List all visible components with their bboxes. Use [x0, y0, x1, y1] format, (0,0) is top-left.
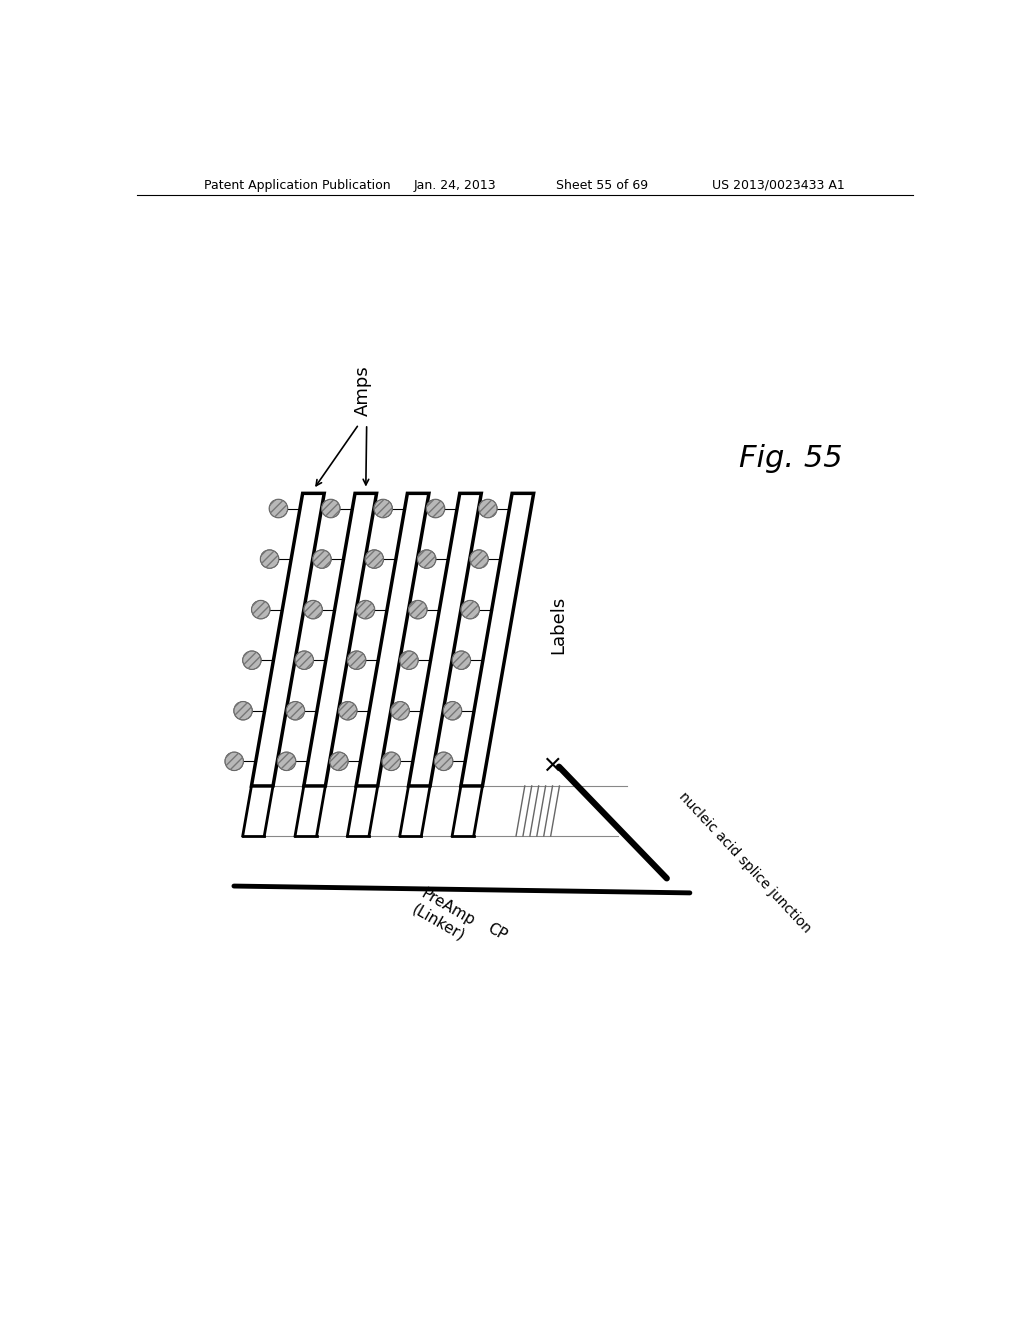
Polygon shape: [409, 494, 481, 785]
Polygon shape: [356, 494, 429, 785]
Circle shape: [453, 651, 471, 669]
Circle shape: [409, 601, 427, 619]
Circle shape: [278, 752, 296, 771]
Text: Fig. 55: Fig. 55: [739, 445, 843, 473]
Circle shape: [382, 752, 400, 771]
Polygon shape: [461, 494, 534, 785]
Circle shape: [461, 601, 479, 619]
Text: Labels: Labels: [549, 595, 567, 655]
Circle shape: [225, 752, 244, 771]
Polygon shape: [304, 494, 377, 785]
Text: nucleic acid splice junction: nucleic acid splice junction: [676, 789, 814, 936]
Circle shape: [418, 550, 436, 569]
Text: Patent Application Publication: Patent Application Publication: [204, 178, 390, 191]
Circle shape: [252, 601, 270, 619]
Polygon shape: [252, 494, 325, 785]
Circle shape: [478, 499, 497, 517]
Text: CP: CP: [485, 921, 510, 944]
Circle shape: [356, 601, 375, 619]
Circle shape: [295, 651, 313, 669]
Circle shape: [269, 499, 288, 517]
Circle shape: [233, 701, 252, 719]
Text: US 2013/0023433 A1: US 2013/0023433 A1: [712, 178, 845, 191]
Circle shape: [286, 701, 305, 719]
Circle shape: [339, 701, 357, 719]
Circle shape: [374, 499, 392, 517]
Circle shape: [322, 499, 340, 517]
Circle shape: [347, 651, 366, 669]
Text: Amps: Amps: [354, 366, 372, 416]
Circle shape: [470, 550, 488, 569]
Circle shape: [366, 550, 384, 569]
Text: PreAmp
(Linker): PreAmp (Linker): [410, 886, 477, 944]
Circle shape: [434, 752, 453, 771]
Circle shape: [312, 550, 331, 569]
Circle shape: [443, 701, 462, 719]
Circle shape: [330, 752, 348, 771]
Circle shape: [399, 651, 418, 669]
Circle shape: [304, 601, 323, 619]
Circle shape: [260, 550, 279, 569]
Text: Sheet 55 of 69: Sheet 55 of 69: [556, 178, 648, 191]
Circle shape: [243, 651, 261, 669]
Circle shape: [426, 499, 444, 517]
Circle shape: [391, 701, 410, 719]
Text: Jan. 24, 2013: Jan. 24, 2013: [414, 178, 497, 191]
